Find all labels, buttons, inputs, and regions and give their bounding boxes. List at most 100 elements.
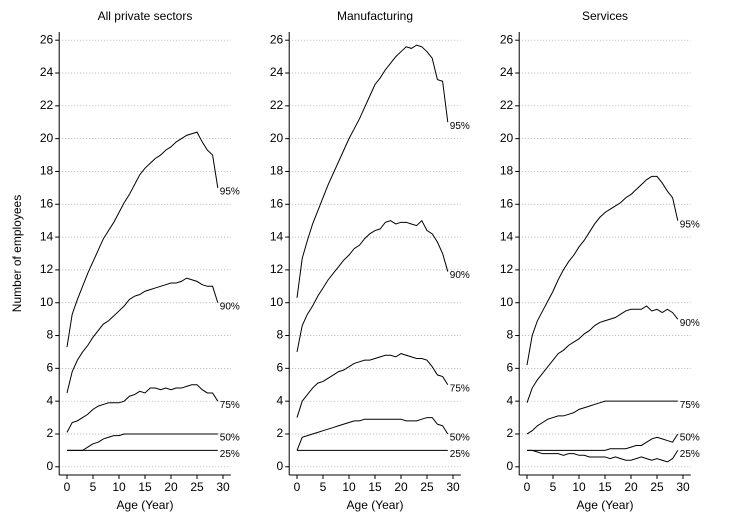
- series-line: [526, 305, 679, 403]
- series-label: 75%: [220, 400, 240, 411]
- y-tick-label: 16: [270, 196, 284, 210]
- y-tick-label: 2: [507, 426, 514, 440]
- y-tick-label: 24: [270, 65, 284, 79]
- x-tick-label: 25: [190, 480, 204, 494]
- series-label: 25%: [450, 449, 470, 460]
- series-label: 90%: [450, 270, 470, 281]
- y-tick-label: 8: [507, 328, 514, 342]
- y-tick-label: 24: [500, 65, 514, 79]
- series-line: [527, 433, 679, 451]
- y-tick-label: 4: [507, 393, 514, 407]
- y-tick-label: 8: [277, 328, 284, 342]
- y-tick-label: 14: [270, 229, 284, 243]
- series-label: 75%: [680, 400, 700, 411]
- series-line: [66, 131, 219, 348]
- y-axis-label: Number of employees: [10, 195, 24, 312]
- x-axis-label: Age (Year): [347, 498, 404, 512]
- x-tick-label: 10: [112, 480, 126, 494]
- y-tick-label: 6: [47, 361, 54, 375]
- series-label: 50%: [220, 433, 240, 444]
- x-tick-label: 25: [420, 480, 434, 494]
- y-tick-label: 6: [277, 361, 284, 375]
- y-tick-label: 16: [40, 196, 54, 210]
- x-tick-label: 30: [216, 480, 230, 494]
- y-tick-label: 0: [277, 459, 284, 473]
- y-tick-label: 14: [40, 229, 54, 243]
- y-tick-label: 4: [47, 393, 54, 407]
- y-tick-label: 4: [277, 393, 284, 407]
- panel-title: All private sectors: [98, 9, 193, 23]
- x-tick-label: 0: [524, 480, 531, 494]
- x-tick-label: 10: [342, 480, 356, 494]
- y-tick-label: 26: [270, 32, 284, 46]
- series-line: [296, 353, 449, 418]
- series-line: [527, 449, 679, 463]
- x-tick-label: 0: [294, 480, 301, 494]
- y-tick-label: 20: [500, 131, 514, 145]
- x-tick-label: 15: [368, 480, 382, 494]
- series-line: [526, 175, 679, 366]
- x-tick-label: 10: [572, 480, 586, 494]
- y-tick-label: 10: [500, 295, 514, 309]
- y-tick-label: 26: [40, 32, 54, 46]
- x-tick-label: 30: [676, 480, 690, 494]
- series-label: 50%: [680, 433, 700, 444]
- x-tick-label: 20: [624, 480, 638, 494]
- y-tick-label: 20: [40, 131, 54, 145]
- y-tick-label: 22: [270, 98, 284, 112]
- y-tick-label: 14: [500, 229, 514, 243]
- series-label: 50%: [450, 433, 470, 444]
- y-tick-label: 0: [507, 459, 514, 473]
- x-tick-label: 5: [550, 480, 557, 494]
- series-line: [66, 384, 219, 433]
- series-line: [296, 44, 449, 298]
- panel-title: Manufacturing: [337, 9, 413, 23]
- x-tick-label: 30: [446, 480, 460, 494]
- y-tick-label: 18: [270, 164, 284, 178]
- y-tick-label: 0: [47, 459, 54, 473]
- y-tick-label: 6: [507, 361, 514, 375]
- series-label: 95%: [450, 121, 470, 132]
- x-axis-label: Age (Year): [117, 498, 174, 512]
- panel-title: Services: [582, 9, 628, 23]
- y-tick-label: 22: [500, 98, 514, 112]
- series-label: 95%: [680, 219, 700, 230]
- y-tick-label: 10: [40, 295, 54, 309]
- y-tick-label: 20: [270, 131, 284, 145]
- y-tick-label: 12: [270, 262, 284, 276]
- y-tick-label: 18: [40, 164, 54, 178]
- series-line: [66, 277, 219, 394]
- y-tick-label: 22: [40, 98, 54, 112]
- series-label: 25%: [680, 449, 700, 460]
- y-tick-label: 26: [500, 32, 514, 46]
- x-tick-label: 20: [164, 480, 178, 494]
- x-tick-label: 5: [320, 480, 327, 494]
- series-line: [296, 417, 449, 451]
- y-tick-label: 12: [500, 262, 514, 276]
- series-line: [296, 219, 449, 353]
- y-tick-label: 18: [500, 164, 514, 178]
- y-tick-label: 2: [277, 426, 284, 440]
- series-label: 95%: [220, 187, 240, 198]
- x-axis-label: Age (Year): [577, 498, 634, 512]
- x-tick-label: 20: [394, 480, 408, 494]
- y-tick-label: 24: [40, 65, 54, 79]
- series-line: [67, 433, 218, 451]
- y-tick-label: 12: [40, 262, 54, 276]
- y-tick-label: 2: [47, 426, 54, 440]
- y-tick-label: 10: [270, 295, 284, 309]
- series-label: 90%: [220, 301, 240, 312]
- x-tick-label: 15: [598, 480, 612, 494]
- series-label: 25%: [220, 449, 240, 460]
- y-tick-label: 8: [47, 328, 54, 342]
- x-tick-label: 0: [64, 480, 71, 494]
- x-tick-label: 5: [90, 480, 97, 494]
- series-label: 75%: [450, 383, 470, 394]
- series-label: 90%: [680, 318, 700, 329]
- y-tick-label: 16: [500, 196, 514, 210]
- x-tick-label: 25: [650, 480, 664, 494]
- x-tick-label: 15: [138, 480, 152, 494]
